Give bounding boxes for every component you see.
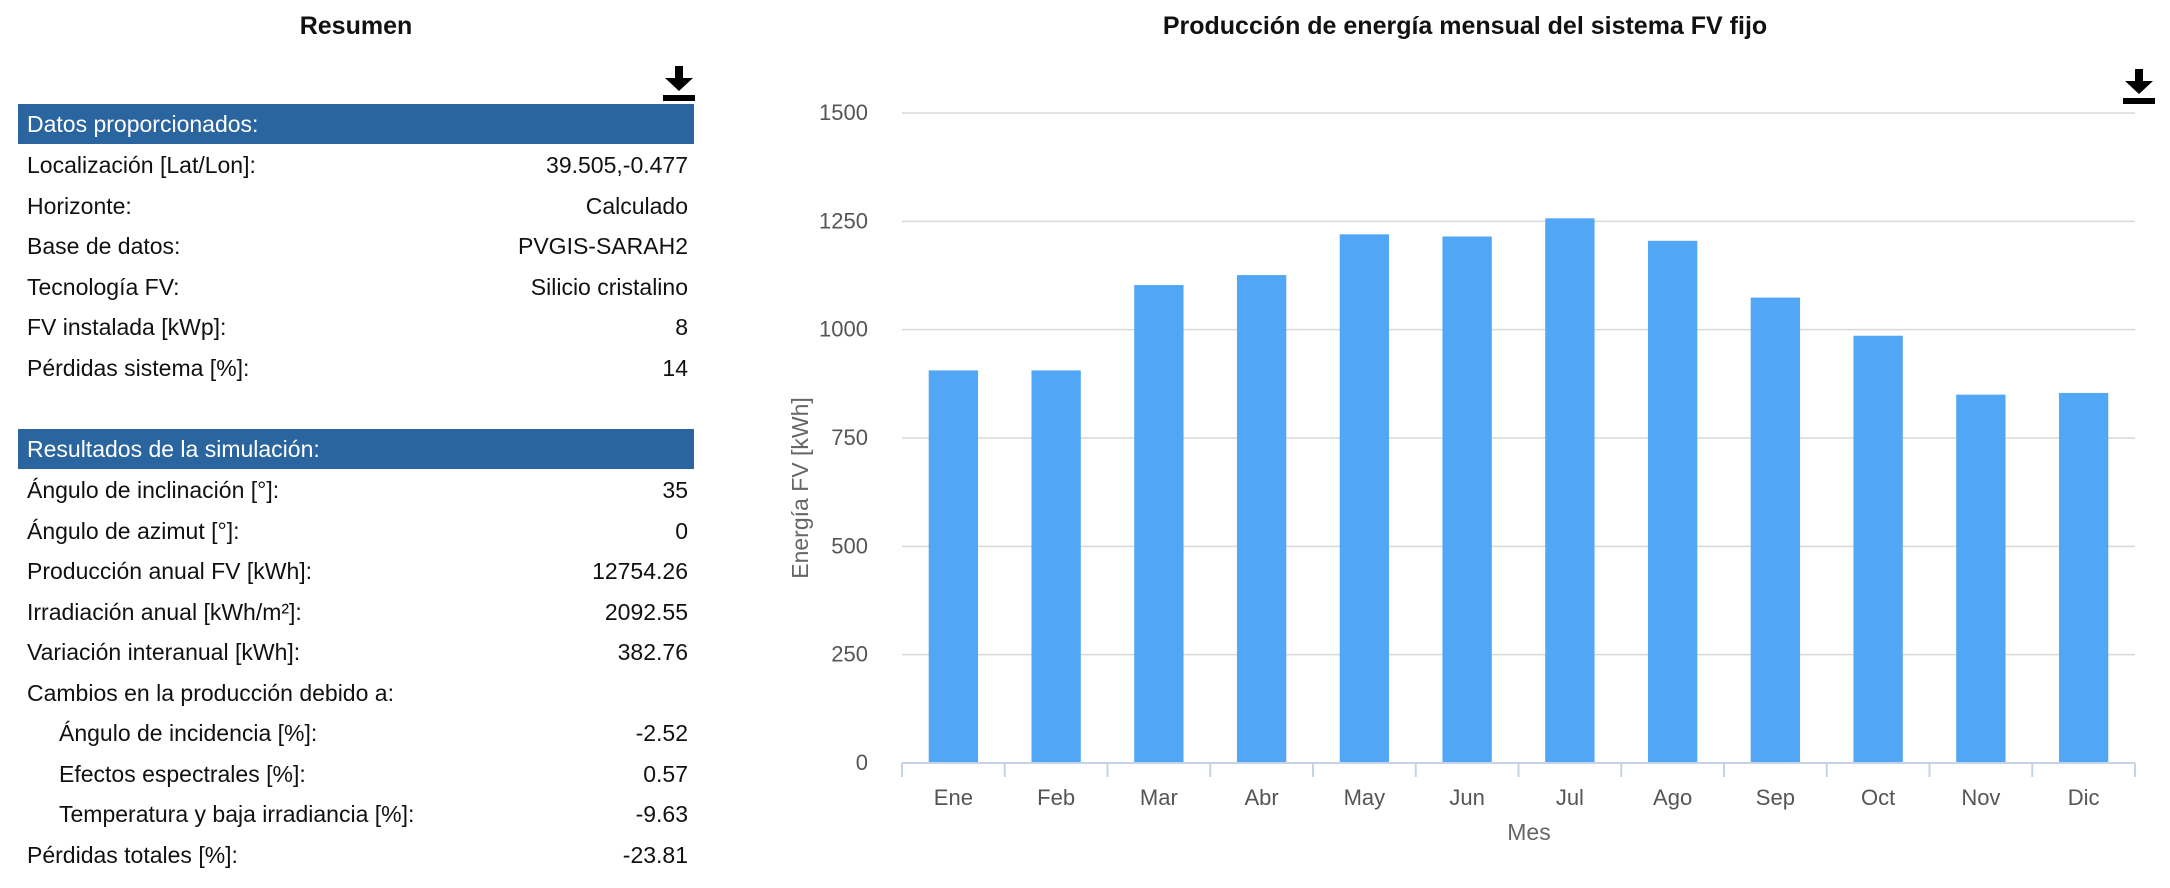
x-tick-label: Ene <box>934 785 973 810</box>
summary-row-value: PVGIS-SARAH2 <box>518 233 688 259</box>
x-axis-title: Mes <box>1507 819 1550 845</box>
summary-row-label: Variación interanual [kWh]: <box>27 639 301 665</box>
bar-ene[interactable] <box>928 370 979 763</box>
chart-title: Producción de energía mensual del sistem… <box>1162 12 1768 40</box>
x-tick-label: May <box>1344 785 1386 810</box>
summary-row-value: 382.76 <box>617 639 688 665</box>
summary-row-label: Irradiación anual [kWh/m²]: <box>27 598 302 625</box>
monthly-energy-chart: 0 250 500 750 1000 1250 1500 Ene Feb Mar Abr May Jun… <box>787 100 2136 845</box>
summary-row-value: -23.81 <box>622 841 688 868</box>
bar-may[interactable] <box>1339 234 1390 764</box>
summary-row: Efectos espectrales [%]: 0.57 <box>18 754 694 794</box>
x-tick-label: Sep <box>1756 785 1795 810</box>
summary-row-label: Base de datos: <box>27 233 181 259</box>
summary-row-label: Temperatura y baja irradiancia [%]: <box>59 801 415 827</box>
summary-row-label: Tecnología FV: <box>27 273 180 300</box>
summary-title: Resumen <box>299 12 413 40</box>
x-tick-label: Abr <box>1245 785 1279 810</box>
bar-mar[interactable] <box>1134 285 1184 763</box>
summary-row: Temperatura y baja irradiancia [%]: -9.63 <box>18 794 694 834</box>
summary-row-label: Cambios en la producción debido a: <box>27 679 394 706</box>
summary-row: Cambios en la producción debido a: <box>18 673 694 713</box>
x-tick-label: Mar <box>1140 785 1178 810</box>
summary-row: Ángulo de azimut [°]: 0 <box>18 511 694 551</box>
bar-dic[interactable] <box>2058 392 2109 763</box>
bar-nov[interactable] <box>1956 394 2006 763</box>
y-tick-label: 250 <box>831 642 868 667</box>
x-tick-label: Feb <box>1037 785 1075 810</box>
bar-oct[interactable] <box>1853 335 1903 763</box>
summary-row: Localización [Lat/Lon]: 39.505,-0.477 <box>18 145 694 185</box>
summary-row: Irradiación anual [kWh/m²]: 2092.55 <box>18 592 694 632</box>
bar-abr[interactable] <box>1236 275 1287 763</box>
y-tick-label: 500 <box>831 533 868 558</box>
y-tick-label: 750 <box>831 425 868 450</box>
summary-row-value: 14 <box>662 354 688 381</box>
bar-ago[interactable] <box>1647 240 1698 764</box>
summary-row-label: FV instalada [kWp]: <box>27 314 227 340</box>
summary-row-label: Horizonte: <box>27 192 132 219</box>
summary-row-label: Producción anual FV [kWh]: <box>27 558 313 584</box>
x-tick-label: Jul <box>1556 785 1584 810</box>
section-header-results: Resultados de la simulación: <box>18 429 694 469</box>
summary-row-label: Efectos espectrales [%]: <box>59 760 306 787</box>
bar-feb[interactable] <box>1031 370 1081 763</box>
summary-row-value: Silicio cristalino <box>530 273 688 300</box>
x-tick-label: Ago <box>1653 785 1692 810</box>
summary-row-label: Pérdidas sistema [%]: <box>27 354 250 381</box>
summary-row: Tecnología FV: Silicio cristalino <box>18 267 694 307</box>
download-icon[interactable] <box>2121 67 2157 105</box>
summary-row: Pérdidas sistema [%]: 14 <box>18 348 694 388</box>
summary-row-label: Pérdidas totales [%]: <box>27 841 238 868</box>
summary-row-label: Localización [Lat/Lon]: <box>27 152 256 178</box>
y-tick-label: 0 <box>856 750 868 775</box>
summary-row-value: 2092.55 <box>604 598 688 625</box>
bar-jun[interactable] <box>1442 236 1492 764</box>
chart-axis <box>901 762 2136 777</box>
summary-row-value: -2.52 <box>635 720 688 746</box>
summary-row: Ángulo de incidencia [%]: -2.52 <box>18 713 694 753</box>
summary-row: Horizonte: Calculado <box>18 186 694 226</box>
download-icon[interactable] <box>661 64 697 102</box>
summary-row-value: 39.505,-0.477 <box>546 152 688 178</box>
summary-row-label: Ángulo de azimut [°]: <box>27 517 240 544</box>
summary-row-value: 8 <box>675 314 688 340</box>
summary-row-value: 35 <box>662 477 688 503</box>
y-tick-label: 1250 <box>819 208 868 233</box>
summary-row-value: -9.63 <box>635 801 688 827</box>
summary-row-value: 0 <box>675 517 688 544</box>
section-header-inputs: Datos proporcionados: <box>18 104 694 144</box>
summary-row-value: Calculado <box>585 192 688 219</box>
x-tick-label: Jun <box>1449 785 1484 810</box>
summary-row: Variación interanual [kWh]: 382.76 <box>18 632 694 672</box>
x-tick-label: Nov <box>1961 785 2000 810</box>
bar-jul[interactable] <box>1545 218 1595 764</box>
chart-grid <box>902 112 2135 656</box>
y-tick-label: 1000 <box>819 317 868 342</box>
summary-row: FV instalada [kWp]: 8 <box>18 307 694 347</box>
x-tick-label: Oct <box>1861 785 1895 810</box>
summary-row: Pérdidas totales [%]: -23.81 <box>18 835 694 875</box>
summary-row: Ángulo de inclinación [°]: 35 <box>18 470 694 510</box>
summary-row: Producción anual FV [kWh]: 12754.26 <box>18 551 694 591</box>
chart-labels: 0 250 500 750 1000 1250 1500 Ene Feb Mar Abr May Jun… <box>819 100 2099 810</box>
summary-row-label: Ángulo de inclinación [°]: <box>27 477 280 503</box>
summary-row-value: 0.57 <box>643 760 688 787</box>
x-tick-label: Dic <box>2068 785 2100 810</box>
chart-bars <box>928 218 2109 764</box>
y-tick-label: 1500 <box>819 100 868 125</box>
bar-sep[interactable] <box>1750 297 1801 763</box>
summary-row: Base de datos: PVGIS-SARAH2 <box>18 226 694 266</box>
summary-row-label: Ángulo de incidencia [%]: <box>59 720 318 746</box>
y-axis-title: Energía FV [kWh] <box>787 397 813 579</box>
summary-row-value: 12754.26 <box>592 558 688 584</box>
